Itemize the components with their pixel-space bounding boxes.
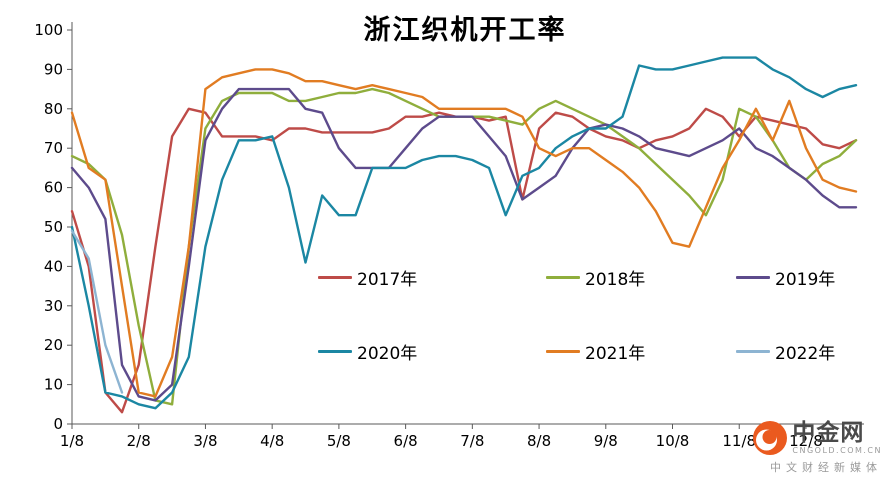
watermark: 中金网 CNGOLD.COM.CN 中文财经新媒体 <box>752 420 882 475</box>
legend-item-2020: 2020年 <box>318 340 546 364</box>
legend-item-2018: 2018年 <box>546 266 736 290</box>
y-tick-label: 80 <box>44 100 63 118</box>
series-line-2022 <box>70 229 124 394</box>
x-tick-label: 11/8 <box>722 432 756 450</box>
series-line-2020 <box>70 56 858 410</box>
y-tick-label: 60 <box>44 179 63 197</box>
legend-swatch-2021 <box>546 349 580 353</box>
x-tick-label: 1/8 <box>60 432 84 450</box>
x-tick-label: 9/8 <box>594 432 618 450</box>
legend-label-2022: 2022年 <box>775 343 836 364</box>
legend-label-2019: 2019年 <box>775 269 836 290</box>
x-tick-label: 7/8 <box>460 432 484 450</box>
x-tick-label: 6/8 <box>394 432 418 450</box>
x-tick-label: 8/8 <box>527 432 551 450</box>
legend-swatch-2020 <box>318 349 352 353</box>
legend-item-2019: 2019年 <box>736 266 848 290</box>
legend-label-2018: 2018年 <box>585 269 646 290</box>
cngold-logo-icon <box>752 420 788 456</box>
legend-swatch-2017 <box>318 275 352 279</box>
y-tick-label: 50 <box>44 218 63 236</box>
y-tick-label: 40 <box>44 257 63 275</box>
chart-title: 浙江织机开工率 <box>363 15 567 46</box>
legend-label-2021: 2021年 <box>585 343 646 364</box>
y-tick-label: 70 <box>44 139 63 157</box>
y-tick-label: 100 <box>34 21 63 39</box>
legend-label-2017: 2017年 <box>357 269 418 290</box>
legend-item-2021: 2021年 <box>546 340 736 364</box>
watermark-tagline: 中文财经新媒体 <box>770 461 882 474</box>
x-tick-label: 5/8 <box>327 432 351 450</box>
x-tick-label: 3/8 <box>193 432 217 450</box>
x-tick-label: 2/8 <box>127 432 151 450</box>
x-tick-label: 10/8 <box>656 432 690 450</box>
chart-legend: 2017年 2018年 2019年 2020年 2021年 2022年 <box>318 266 848 364</box>
x-tick-label: 12/8 <box>789 432 823 450</box>
legend-swatch-2018 <box>546 275 580 279</box>
watermark-brand-block: 中金网 CNGOLD.COM.CN <box>792 419 882 455</box>
legend-item-2022: 2022年 <box>736 340 848 364</box>
y-tick-label: 20 <box>44 336 63 354</box>
legend-label-2020: 2020年 <box>357 343 418 364</box>
y-tick-label: 0 <box>53 415 63 433</box>
x-tick-label: 4/8 <box>260 432 284 450</box>
legend-swatch-2022 <box>736 349 770 353</box>
watermark-brand-row: 中金网 CNGOLD.COM.CN <box>752 420 882 456</box>
y-tick-label: 30 <box>44 297 63 315</box>
series-line-2021 <box>70 68 858 398</box>
watermark-url: CNGOLD.COM.CN <box>792 445 882 455</box>
legend-swatch-2019 <box>736 275 770 279</box>
series-line-2019 <box>70 87 858 402</box>
watermark-brand-name: 中金网 <box>792 419 865 446</box>
legend-item-2017: 2017年 <box>318 266 546 290</box>
y-tick-label: 90 <box>44 60 63 78</box>
y-tick-label: 10 <box>44 376 63 394</box>
